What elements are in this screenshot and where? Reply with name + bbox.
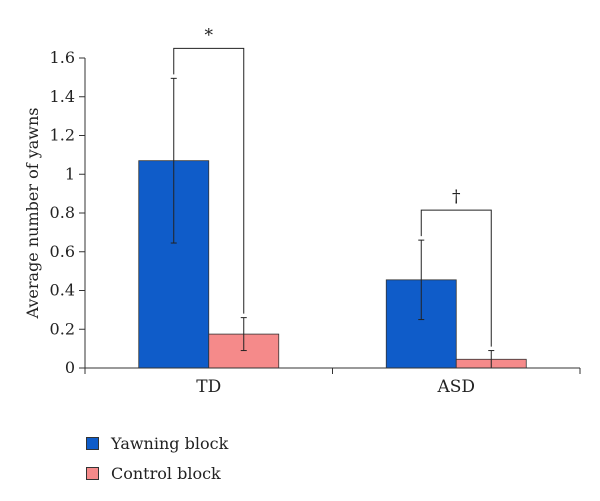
y-tick-label: 0 (65, 358, 75, 377)
legend-item-yawning: Yawning block (86, 430, 228, 456)
x-tick-label: ASD (436, 377, 475, 397)
x-axis: TD ASD (84, 367, 581, 397)
error-bars (170, 77, 495, 369)
legend: Yawning block Control block (86, 430, 228, 490)
x-tick-label: TD (196, 377, 221, 397)
y-tick-label: 1.2 (50, 126, 75, 145)
y-tick-label: 1.6 (50, 48, 75, 67)
legend-swatch-yawning (86, 436, 99, 450)
legend-item-control: Control block (86, 460, 228, 486)
significance-marker: † (452, 187, 461, 207)
bars (138, 160, 527, 369)
significance-brackets: *† (173, 25, 492, 347)
legend-label-yawning: Yawning block (111, 433, 229, 453)
legend-label-control: Control block (111, 463, 221, 483)
y-tick-label: 1.4 (50, 87, 75, 106)
y-tick-label: 0.2 (50, 319, 75, 338)
y-tick-label: 0.8 (50, 203, 75, 222)
significance-bracket (173, 47, 245, 314)
y-axis: 0 0.2 0.4 0.6 0.8 1 1.2 1.4 1.6 (50, 48, 86, 377)
legend-swatch-control (86, 466, 99, 480)
significance-bracket (420, 209, 492, 347)
y-axis-label: Average number of yawns (23, 107, 42, 319)
y-tick-label: 1 (65, 164, 75, 183)
y-tick-label: 0.4 (50, 281, 75, 300)
y-tick-label: 0.6 (50, 242, 75, 261)
significance-marker: * (205, 25, 214, 45)
